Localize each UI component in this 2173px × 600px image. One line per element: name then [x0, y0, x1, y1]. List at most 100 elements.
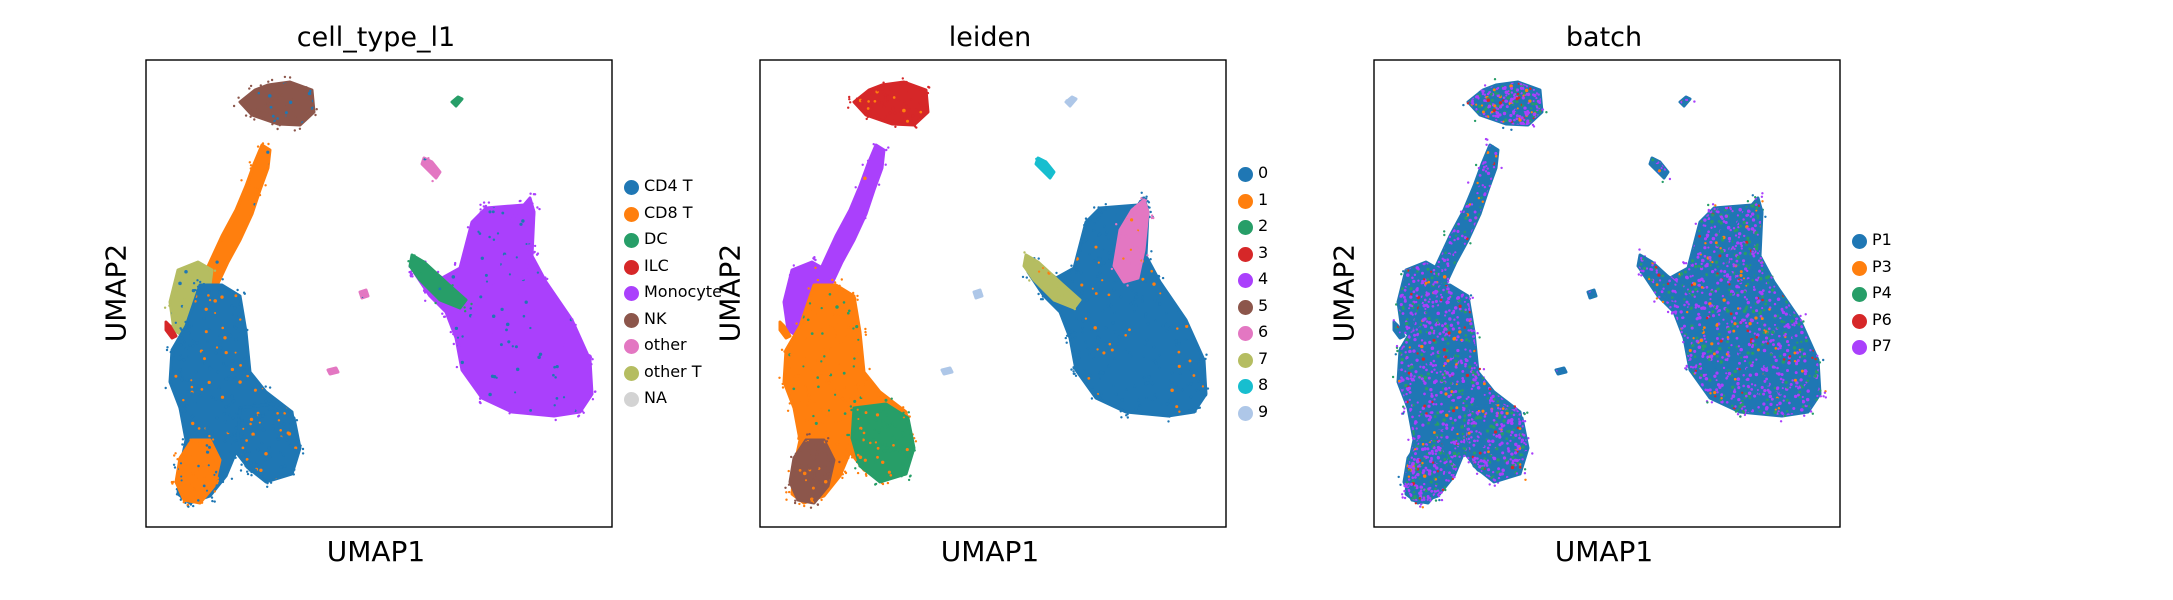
scatter-point — [1473, 297, 1477, 300]
scatter-point — [909, 387, 910, 390]
scatter-point — [514, 345, 518, 349]
scatter-point — [829, 431, 833, 435]
scatter-point — [1045, 252, 1049, 256]
scatter-point — [1079, 388, 1082, 392]
scatter-point — [466, 300, 471, 304]
scatter-point — [1059, 274, 1062, 278]
scatter-point — [812, 174, 815, 177]
scatter-point — [511, 289, 514, 292]
scatter-point — [1431, 180, 1435, 184]
scatter-point — [1188, 359, 1192, 363]
scatter-point — [873, 304, 877, 307]
scatter-point — [1471, 291, 1474, 294]
scatter-point — [888, 111, 892, 115]
scatter-point — [214, 470, 218, 474]
scatter-point — [229, 181, 233, 184]
scatter-point — [1067, 234, 1070, 238]
scatter-point — [890, 89, 894, 92]
scatter-point — [208, 442, 211, 445]
scatter-point — [1134, 407, 1138, 411]
scatter-point — [233, 172, 238, 176]
scatter-point — [488, 392, 492, 397]
scatter-point — [794, 499, 797, 502]
scatter-point — [1545, 111, 1548, 114]
scatter-point — [264, 102, 267, 106]
scatter-point — [545, 283, 548, 286]
island-small-center — [358, 288, 370, 300]
scatter-point — [897, 491, 901, 495]
scatter-point — [184, 495, 188, 499]
scatter-point — [199, 463, 203, 468]
scatter-point — [1060, 408, 1063, 411]
scatter-point — [1426, 218, 1429, 222]
scatter-point — [170, 276, 173, 279]
scatter-point — [784, 277, 788, 281]
scatter-point — [576, 318, 579, 321]
scatter-point — [585, 355, 588, 359]
scatter-point — [233, 262, 237, 266]
scatter-point — [298, 446, 301, 449]
scatter-point — [1475, 103, 1478, 106]
scatter-point — [216, 479, 220, 483]
scatter-point — [465, 411, 468, 414]
scatter-point — [235, 205, 239, 209]
scatter-point — [806, 318, 810, 322]
scatter-point — [571, 318, 574, 321]
scatter-point — [276, 304, 279, 307]
scatter-point — [813, 227, 817, 231]
scatter-point — [1529, 107, 1533, 110]
scatter-point — [813, 474, 816, 477]
scatter-point — [1526, 120, 1529, 124]
scatter-point — [1445, 166, 1450, 170]
legend-label: 6 — [1258, 322, 1269, 341]
scatter-point — [1130, 262, 1134, 266]
scatter-point — [1494, 228, 1497, 231]
scatter-point — [854, 84, 855, 88]
scatter-point — [488, 267, 492, 270]
scatter-point — [820, 306, 823, 310]
scatter-point — [1054, 227, 1058, 231]
scatter-point — [315, 104, 317, 106]
scatter-point — [487, 345, 492, 350]
scatter-point — [1177, 224, 1181, 228]
scatter-point — [219, 346, 223, 350]
scatter-point — [1396, 282, 1398, 284]
scatter-point — [232, 482, 236, 486]
scatter-point — [1114, 212, 1117, 216]
scatter-point — [1462, 103, 1465, 107]
scatter-point — [1493, 104, 1497, 108]
scatter-point — [418, 331, 421, 335]
scatter-point — [242, 148, 246, 152]
scatter-point — [788, 378, 791, 382]
scatter-point — [864, 112, 867, 115]
scatter-point — [914, 440, 918, 443]
scatter-point — [283, 82, 287, 86]
scatter-point — [459, 382, 463, 386]
scatter-point — [580, 381, 585, 385]
scatter-point — [1494, 257, 1497, 261]
scatter-point — [169, 350, 172, 354]
scatter-point — [196, 285, 200, 288]
scatter-point — [1039, 277, 1043, 282]
scatter-point — [885, 148, 888, 152]
scatter-point — [1128, 236, 1131, 239]
scatter-point — [426, 351, 431, 355]
scatter-point — [263, 168, 266, 171]
scatter-point — [256, 447, 260, 452]
scatter-point — [477, 230, 480, 233]
scatter-point — [231, 416, 235, 420]
scatter-point — [536, 271, 540, 274]
scatter-point — [1142, 376, 1146, 379]
scatter-point — [1410, 262, 1413, 266]
scatter-point — [1477, 141, 1480, 144]
monocyte-tip-cluster — [498, 198, 536, 284]
scatter-point — [420, 299, 423, 303]
scatter-point — [1426, 148, 1427, 152]
scatter-point — [193, 401, 197, 405]
scatter-point — [1074, 374, 1078, 377]
scatter-point — [1438, 150, 1441, 153]
scatter-point — [900, 353, 904, 357]
scatter-point — [844, 205, 847, 208]
scatter-point — [1541, 120, 1542, 123]
scatter-point — [1047, 408, 1050, 411]
